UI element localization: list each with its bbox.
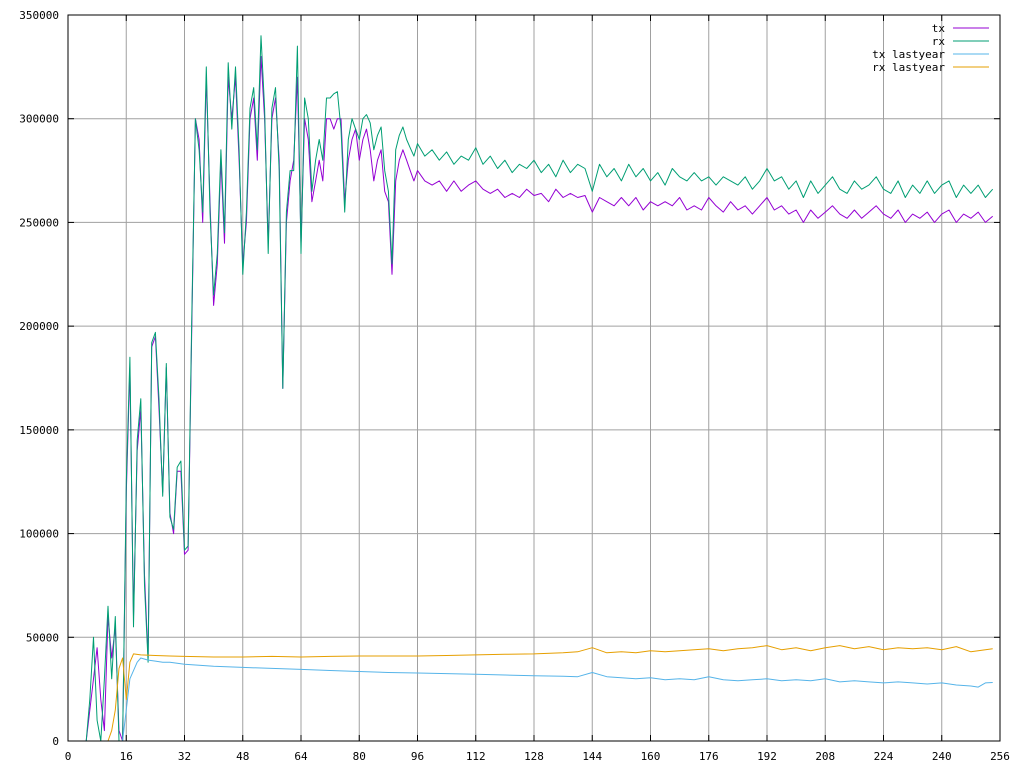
series-line-rx-lastyear [68,645,993,742]
legend-label: rx lastyear [872,61,945,74]
x-tick-label: 192 [757,750,777,763]
x-axis: 0 16 32 48 64 80 96 112 128 144 160 176 192 208 224 240… [65,15,1010,763]
series-line-rx [68,35,994,742]
legend-label: tx [932,22,946,35]
y-tick-label: 250000 [19,216,59,229]
y-tick-label: 100000 [19,528,59,541]
x-tick-label: 144 [582,750,602,763]
x-tick-label: 32 [178,750,191,763]
x-tick-label: 176 [699,750,719,763]
legend-label: rx [932,35,946,48]
legend-label: tx lastyear [872,48,945,61]
y-axis: 0 50000 100000 150000 200000 250000 300000 3500… [19,9,1000,748]
x-tick-label: 96 [411,750,424,763]
x-tick-label: 240 [932,750,952,763]
x-tick-label: 112 [466,750,486,763]
x-tick-label: 64 [294,750,308,763]
series-line-tx-lastyear [68,657,993,742]
y-tick-label: 50000 [26,631,59,644]
x-tick-label: 256 [990,750,1010,763]
y-tick-label: 200000 [19,320,59,333]
x-tick-label: 208 [815,750,835,763]
x-tick-label: 224 [874,750,894,763]
x-tick-label: 48 [236,750,249,763]
x-tick-label: 16 [120,750,133,763]
x-tick-label: 160 [641,750,661,763]
y-tick-label: 350000 [19,9,59,22]
y-tick-label: 0 [52,735,59,748]
y-tick-label: 150000 [19,424,59,437]
series-layer [68,35,994,742]
y-tick-label: 300000 [19,113,59,126]
x-tick-label: 80 [353,750,366,763]
x-tick-label: 0 [65,750,72,763]
x-tick-label: 128 [524,750,544,763]
